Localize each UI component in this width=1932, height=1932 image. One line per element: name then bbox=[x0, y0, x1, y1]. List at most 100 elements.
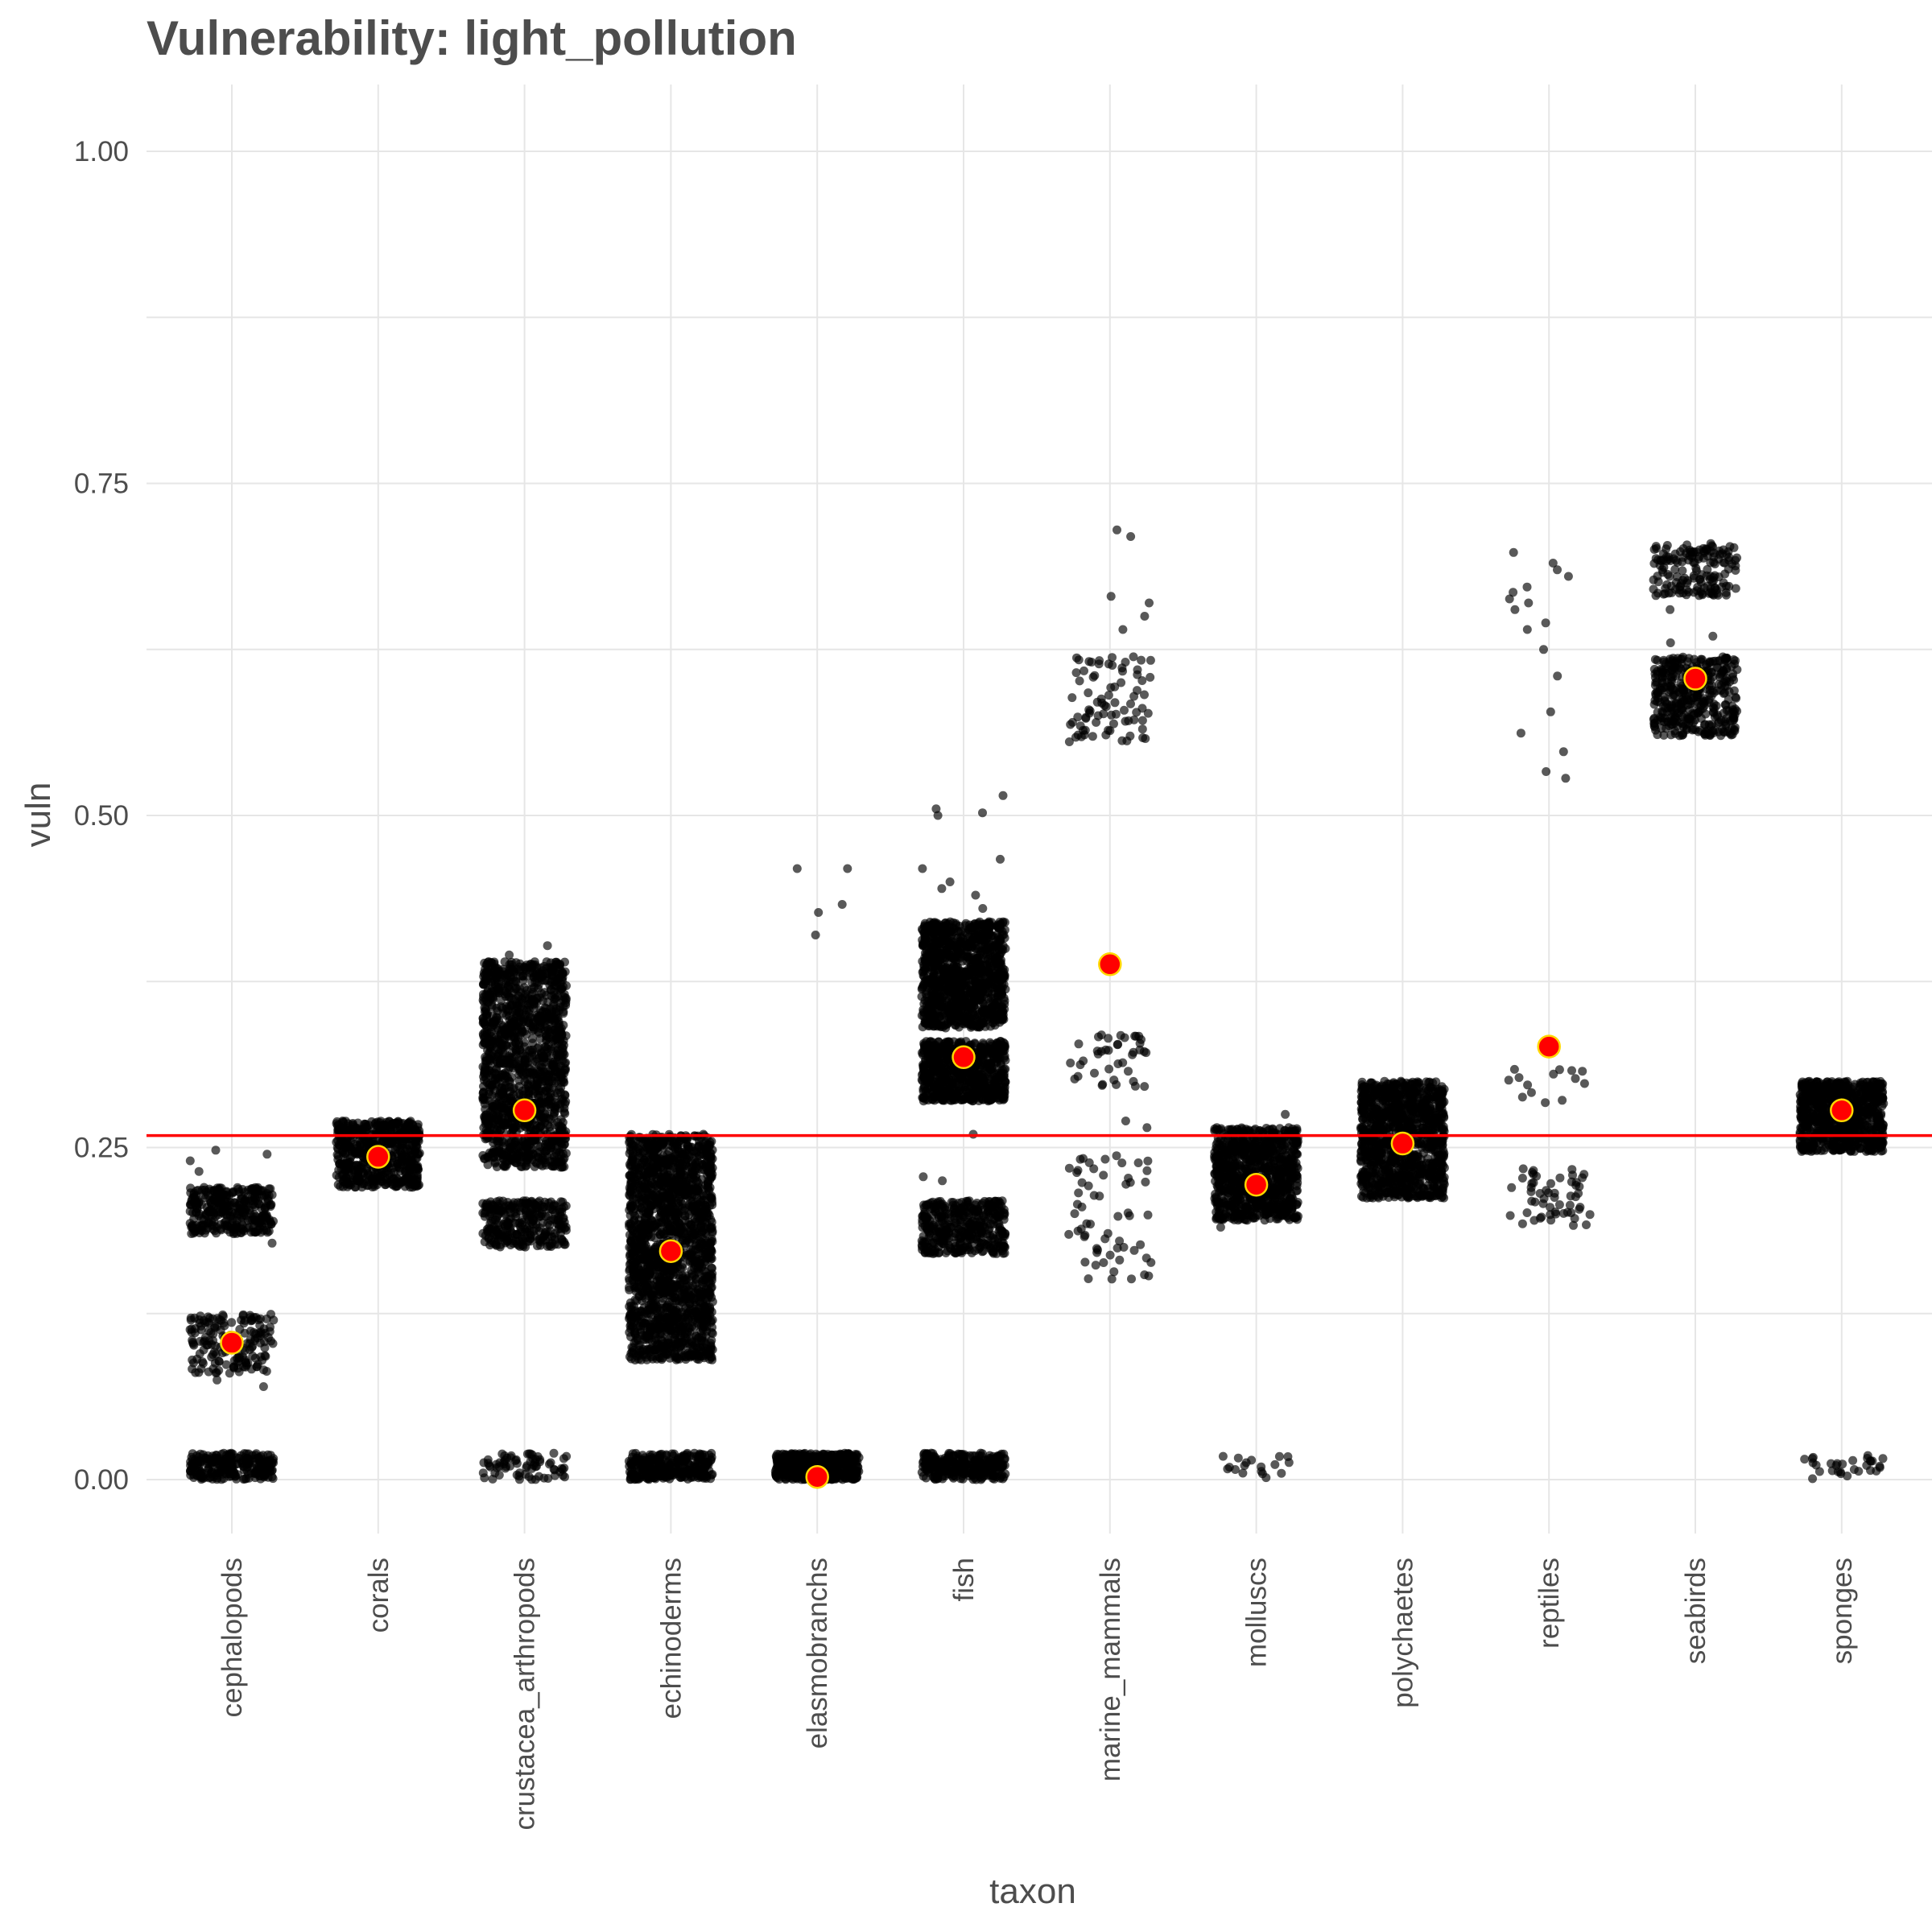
data-point bbox=[527, 1463, 537, 1473]
data-point bbox=[533, 1141, 543, 1150]
data-point bbox=[204, 1473, 213, 1483]
data-point bbox=[240, 1346, 250, 1356]
data-point bbox=[687, 1228, 696, 1237]
data-point bbox=[341, 1164, 350, 1174]
data-point bbox=[187, 1229, 196, 1238]
data-point bbox=[486, 1197, 495, 1207]
data-point bbox=[695, 1454, 704, 1463]
data-point bbox=[514, 1236, 524, 1246]
data-point bbox=[201, 1187, 211, 1197]
data-point bbox=[213, 1465, 223, 1475]
data-point bbox=[253, 1333, 262, 1343]
data-point bbox=[540, 1042, 550, 1051]
data-point bbox=[367, 1174, 377, 1183]
data-point bbox=[515, 1203, 525, 1212]
data-point bbox=[511, 1456, 520, 1465]
data-point bbox=[479, 980, 489, 989]
data-point bbox=[492, 1003, 502, 1013]
data-point bbox=[559, 1104, 569, 1113]
data-point bbox=[486, 961, 496, 971]
data-point bbox=[545, 1239, 555, 1249]
data-point bbox=[500, 1455, 510, 1465]
data-point bbox=[214, 1365, 224, 1375]
data-point bbox=[411, 1141, 421, 1150]
data-point bbox=[252, 1467, 261, 1476]
data-point bbox=[489, 993, 498, 1002]
data-point bbox=[251, 1459, 261, 1469]
data-point bbox=[625, 1162, 635, 1171]
data-point bbox=[544, 1114, 554, 1123]
data-point bbox=[528, 1038, 538, 1048]
data-point bbox=[502, 1236, 512, 1246]
data-point bbox=[218, 1199, 227, 1209]
data-point bbox=[551, 1228, 560, 1238]
data-point bbox=[528, 1215, 538, 1224]
data-point bbox=[480, 1473, 489, 1483]
data-point bbox=[260, 1328, 270, 1338]
data-point bbox=[547, 1204, 557, 1214]
data-point bbox=[241, 1455, 250, 1464]
data-point bbox=[550, 990, 559, 1000]
data-point bbox=[683, 1466, 693, 1476]
data-point bbox=[192, 1199, 201, 1208]
data-point bbox=[335, 1159, 345, 1169]
data-point bbox=[485, 1462, 495, 1472]
data-point bbox=[538, 1099, 547, 1108]
data-point bbox=[493, 1059, 502, 1068]
data-point bbox=[262, 1314, 271, 1323]
data-point bbox=[489, 1016, 499, 1026]
data-point bbox=[505, 950, 514, 960]
data-point bbox=[495, 1232, 505, 1241]
data-point bbox=[527, 994, 537, 1004]
data-point bbox=[228, 1449, 237, 1459]
data-point bbox=[213, 1375, 222, 1385]
data-point bbox=[266, 1323, 275, 1332]
data-point bbox=[630, 1475, 639, 1484]
data-point bbox=[261, 1191, 270, 1200]
data-point bbox=[504, 980, 513, 990]
data-point bbox=[556, 1197, 566, 1207]
data-point bbox=[707, 1327, 716, 1337]
data-point bbox=[496, 1103, 506, 1113]
data-point bbox=[515, 1468, 525, 1478]
data-point bbox=[204, 1217, 213, 1227]
data-point bbox=[240, 1355, 250, 1364]
data-point bbox=[490, 1073, 500, 1083]
data-point bbox=[408, 1175, 418, 1185]
data-point bbox=[339, 1174, 349, 1184]
data-point bbox=[245, 1196, 254, 1206]
data-point bbox=[260, 1351, 270, 1360]
data-point bbox=[515, 1046, 525, 1055]
data-point bbox=[239, 1319, 249, 1328]
data-point bbox=[555, 1158, 564, 1167]
data-point bbox=[530, 1475, 540, 1484]
data-point bbox=[562, 1451, 572, 1461]
data-point bbox=[545, 1157, 555, 1166]
data-point bbox=[211, 1146, 221, 1155]
data-point bbox=[248, 1342, 258, 1351]
data-point bbox=[234, 1207, 243, 1216]
data-point bbox=[377, 1124, 386, 1133]
grid bbox=[147, 85, 1932, 1534]
data-point bbox=[242, 1203, 251, 1213]
data-point bbox=[505, 992, 514, 1001]
data-point bbox=[545, 1459, 554, 1469]
data-point bbox=[410, 1160, 419, 1169]
data-point bbox=[197, 1357, 207, 1366]
data-point bbox=[217, 1475, 226, 1484]
data-point bbox=[536, 1006, 545, 1015]
data-point bbox=[547, 1197, 555, 1207]
data-point bbox=[186, 1471, 196, 1480]
data-point bbox=[528, 1454, 538, 1463]
data-point bbox=[560, 1240, 570, 1249]
data-point bbox=[704, 1459, 713, 1469]
data-point bbox=[210, 1358, 220, 1368]
data-point bbox=[195, 1209, 204, 1219]
data-point bbox=[534, 1086, 543, 1096]
data-point bbox=[259, 1365, 268, 1375]
series-cephalopods bbox=[185, 1146, 279, 1484]
data-point bbox=[507, 1021, 517, 1030]
data-point bbox=[526, 1234, 535, 1244]
data-point bbox=[206, 1208, 216, 1216]
data-point bbox=[267, 1466, 277, 1476]
